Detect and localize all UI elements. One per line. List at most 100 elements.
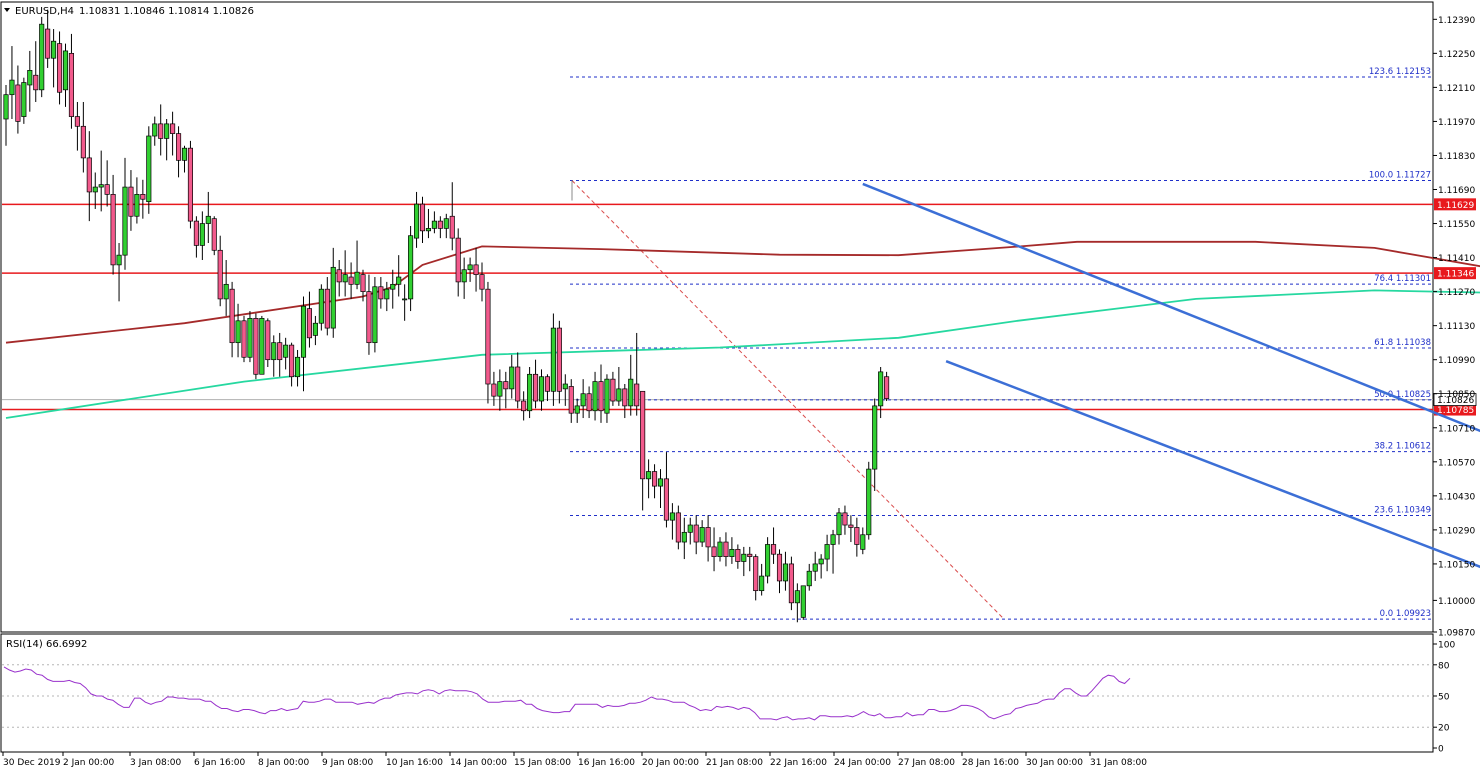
rsi-tick-label: 50 <box>1438 693 1450 703</box>
candle-body-bearish <box>241 320 247 358</box>
candle-body-bullish <box>550 327 556 392</box>
current-price-box <box>1433 393 1477 406</box>
candle-body-bearish <box>598 381 604 412</box>
candle-body-bullish <box>461 269 467 283</box>
candle-body-bearish <box>776 553 783 582</box>
time-tick-label: 27 Jan 08:00 <box>898 758 955 768</box>
candle-body-bearish <box>128 186 134 217</box>
candle-body-bullish <box>3 94 9 120</box>
candle-body-bearish <box>723 541 729 557</box>
candle-body-bearish <box>229 288 235 344</box>
candle-body-bullish <box>830 534 836 545</box>
candle-body-bearish <box>747 553 753 557</box>
candle-body-bullish <box>259 318 265 375</box>
time-tick-label: 16 Jan 16:00 <box>578 758 635 768</box>
candle-body-bearish <box>884 376 890 399</box>
candle-body-bullish <box>527 373 533 412</box>
rsi-line <box>3 666 1131 721</box>
level-price-box <box>1434 198 1476 211</box>
candle-body-bullish <box>699 527 705 543</box>
price-tick-label: 1.10990 <box>1438 356 1475 366</box>
rsi-pane-frame <box>0 633 1434 753</box>
candle-body-bearish <box>15 84 21 122</box>
candle-body-bullish <box>509 366 515 390</box>
fib-level-label: 23.6 1.10349 <box>1374 506 1431 516</box>
candle-body-bullish <box>21 82 27 117</box>
candle-body-bearish <box>848 524 854 528</box>
channel-lower-line <box>945 359 1480 569</box>
candle-body-bullish <box>812 563 818 572</box>
price-tick-label: 1.11550 <box>1438 220 1475 230</box>
candle-body-bullish <box>574 405 580 414</box>
fib-anchor-line <box>571 180 1005 620</box>
candle-body-bullish <box>235 320 241 344</box>
candle-body-bearish <box>675 512 681 543</box>
candle-body-bearish <box>33 74 39 91</box>
candle-body-bullish <box>372 286 378 344</box>
candle-body-bearish <box>753 556 759 592</box>
moving-average-line-green <box>5 289 1480 419</box>
fib-level-label: 100.0 1.11727 <box>1369 171 1431 181</box>
ohlc-label: 1.10831 1.10846 1.10814 1.10826 <box>79 6 254 17</box>
candle-body-bearish <box>479 274 485 290</box>
time-tick-label: 20 Jan 00:00 <box>642 758 699 768</box>
candle-body-bullish <box>681 531 687 543</box>
candle-body-bearish <box>211 218 217 251</box>
candle-body-bearish <box>110 194 116 266</box>
price-tick-label: 1.12250 <box>1438 50 1475 60</box>
fib-level-label: 50.0 1.10825 <box>1374 390 1431 400</box>
candle-body-bullish <box>51 40 57 59</box>
candle-body-bullish <box>717 541 723 557</box>
level-price-box <box>1434 267 1476 280</box>
menu-triangle-icon[interactable] <box>4 8 10 12</box>
candle-body-bearish <box>473 264 479 275</box>
candle-body-bearish <box>170 123 176 134</box>
candle-body-bearish <box>306 308 313 339</box>
candle-body-bullish <box>414 203 420 239</box>
chart-frames <box>0 1 1434 753</box>
candle-body-bullish <box>800 585 806 618</box>
rsi-tick-label: 100 <box>1438 641 1455 651</box>
candle-body-bullish <box>646 471 652 480</box>
candle-body-bullish <box>283 344 289 358</box>
candle-body-bullish <box>562 383 568 390</box>
candle-body-bullish <box>205 215 211 224</box>
candle-body-bearish <box>788 563 794 604</box>
fib-level-label: 123.6 1.12153 <box>1369 67 1431 77</box>
price-tick-label: 1.10710 <box>1438 424 1475 434</box>
candle-body-bearish <box>104 184 110 195</box>
price-tick-label: 1.11270 <box>1438 288 1475 298</box>
candle-body-bearish <box>610 378 616 402</box>
candle-body-bullish <box>866 468 872 536</box>
candle-body-bearish <box>544 376 551 392</box>
candle-body-bearish <box>491 383 497 397</box>
time-tick-label: 30 Dec 2019 <box>3 758 61 768</box>
candle-body-bearish <box>378 286 384 300</box>
candle-body-bearish <box>521 400 527 412</box>
candle-body-bullish <box>330 266 336 329</box>
candle-body-bearish <box>568 386 574 414</box>
candle-body-bullish <box>669 512 675 521</box>
candle-body-bullish <box>806 570 812 587</box>
price-tick-label: 1.12390 <box>1438 16 1475 26</box>
candle-body-bullish <box>181 147 188 161</box>
level-price-label: 1.11629 <box>1437 201 1474 211</box>
level-price-box <box>1434 403 1476 416</box>
candle-body-bullish <box>431 220 437 229</box>
price-tick-label: 1.10430 <box>1438 492 1475 502</box>
candle-body-bearish <box>348 276 354 285</box>
candle-body-bullish <box>199 223 205 246</box>
candle-body-bearish <box>74 116 80 127</box>
candle-body-bullish <box>580 393 586 407</box>
candle-body-bearish <box>360 274 366 292</box>
candle-body-bearish <box>187 147 194 222</box>
candle-body-bearish <box>634 383 640 407</box>
candle-body-bearish <box>854 527 860 545</box>
fib-level-label: 38.2 1.10612 <box>1374 442 1431 452</box>
candle-body-bearish <box>515 366 521 402</box>
time-tick-label: 15 Jan 08:00 <box>514 758 571 768</box>
symbol-label: EURUSD,H4 <box>15 6 74 17</box>
candle-body-bullish <box>836 512 842 536</box>
